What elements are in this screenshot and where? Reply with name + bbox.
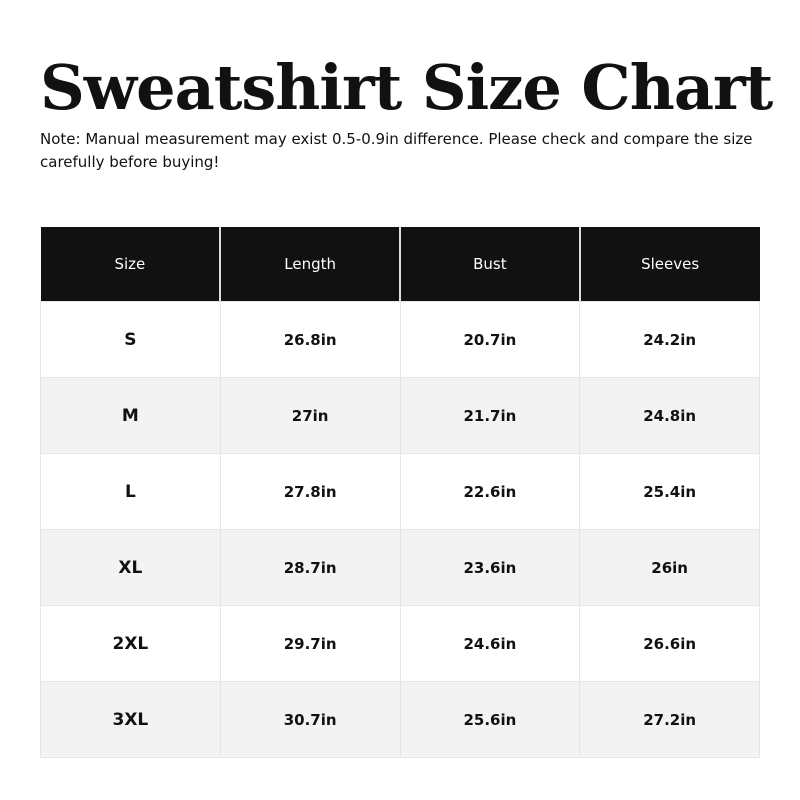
table-row: M 27in 21.7in 24.8in bbox=[40, 377, 760, 454]
table-row: XL 28.7in 23.6in 26in bbox=[40, 529, 760, 606]
cell-bust: 25.6in bbox=[399, 681, 581, 758]
cell-length: 26.8in bbox=[219, 301, 401, 378]
cell-sleeves: 26in bbox=[579, 529, 760, 606]
cell-sleeves: 25.4in bbox=[579, 453, 760, 530]
table-header-row: Size Length Bust Sleeves bbox=[40, 227, 760, 302]
page-title: Sweatshirt Size Chart bbox=[40, 51, 773, 124]
header-size: Size bbox=[40, 227, 221, 302]
cell-bust: 22.6in bbox=[399, 453, 581, 530]
measurement-note: Note: Manual measurement may exist 0.5-0… bbox=[40, 130, 753, 171]
size-chart-table: Size Length Bust Sleeves S 26.8in 20.7in 24… bbox=[40, 227, 760, 758]
header-bust: Bust bbox=[399, 227, 580, 302]
cell-size: XL bbox=[40, 529, 221, 606]
table-row: 2XL 29.7in 24.6in 26.6in bbox=[40, 605, 760, 682]
table-row: S 26.8in 20.7in 24.2in bbox=[40, 301, 760, 378]
cell-length: 30.7in bbox=[219, 681, 401, 758]
cell-size: 3XL bbox=[40, 681, 221, 758]
cell-size: M bbox=[40, 377, 221, 454]
cell-sleeves: 24.2in bbox=[579, 301, 760, 378]
header-sleeves: Sleeves bbox=[578, 227, 760, 302]
cell-sleeves: 26.6in bbox=[579, 605, 760, 682]
table-row: 3XL 30.7in 25.6in 27.2in bbox=[40, 681, 760, 758]
header-length: Length bbox=[219, 227, 400, 302]
cell-bust: 20.7in bbox=[399, 301, 581, 378]
cell-size: 2XL bbox=[40, 605, 221, 682]
cell-length: 29.7in bbox=[219, 605, 401, 682]
cell-length: 27in bbox=[219, 377, 401, 454]
cell-bust: 21.7in bbox=[399, 377, 581, 454]
cell-size: S bbox=[40, 301, 221, 378]
cell-sleeves: 24.8in bbox=[579, 377, 760, 454]
cell-sleeves: 27.2in bbox=[579, 681, 760, 758]
cell-length: 27.8in bbox=[219, 453, 401, 530]
cell-length: 28.7in bbox=[219, 529, 401, 606]
table-row: L 27.8in 22.6in 25.4in bbox=[40, 453, 760, 530]
cell-bust: 24.6in bbox=[399, 605, 581, 682]
cell-size: L bbox=[40, 453, 221, 530]
cell-bust: 23.6in bbox=[399, 529, 581, 606]
